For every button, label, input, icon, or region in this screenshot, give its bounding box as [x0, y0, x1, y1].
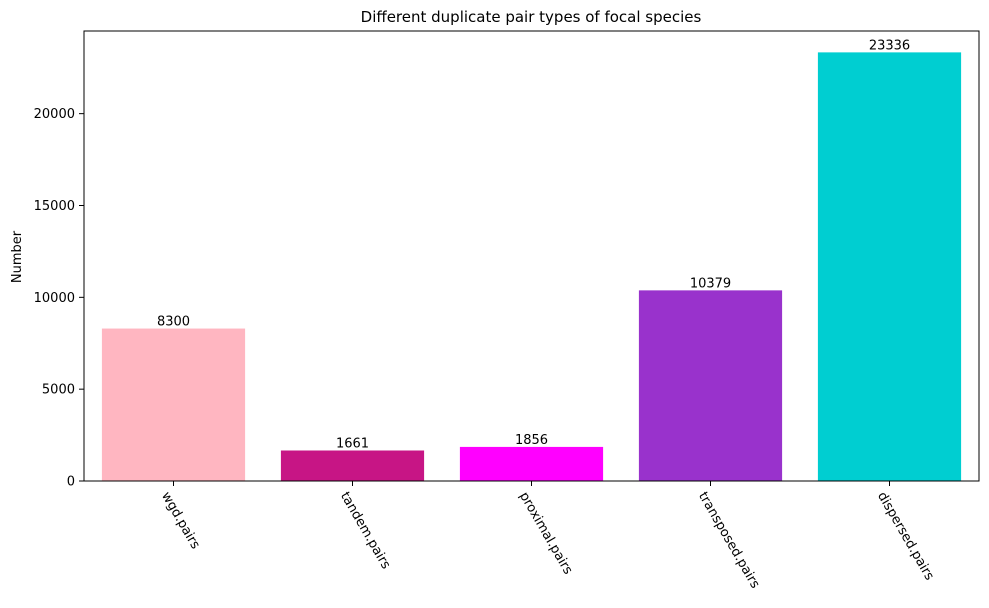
bars-layer: 8300 1661 1856 10379 23336 [101, 38, 962, 482]
y-tick-label: 10000 [34, 291, 75, 306]
y-axis-label: Number [10, 230, 25, 283]
y-tick-label: 15000 [34, 199, 75, 214]
data-label: 1856 [515, 433, 548, 448]
data-label: 23336 [869, 38, 910, 53]
bar-wgd-pairs [101, 328, 246, 481]
y-tick-label: 5000 [42, 383, 75, 398]
data-label: 10379 [690, 276, 731, 291]
bar-transposed-pairs [638, 290, 783, 481]
data-label: 8300 [157, 315, 190, 330]
y-axis: 0 5000 10000 15000 20000 [34, 107, 84, 490]
x-tick-label: tandem.pairs [337, 490, 393, 572]
bar-tandem-pairs [280, 450, 425, 481]
y-tick-label: 20000 [34, 107, 75, 122]
bar-dispersed-pairs [817, 52, 962, 482]
x-tick-label: dispersed.pairs [874, 490, 937, 584]
data-label: 1661 [336, 436, 369, 451]
x-tick-label: wgd.pairs [158, 490, 203, 552]
y-tick-label: 0 [67, 475, 75, 490]
x-tick-label: proximal.pairs [516, 490, 575, 578]
x-tick-label: transposed.pairs [695, 490, 762, 592]
plot-frame [83, 30, 980, 482]
x-axis: wgd.pairs tandem.pairs proximal.pairs trans… [158, 481, 937, 591]
chart-title: Different duplicate pair types of focal … [361, 8, 702, 26]
bar-proximal-pairs [459, 446, 604, 481]
